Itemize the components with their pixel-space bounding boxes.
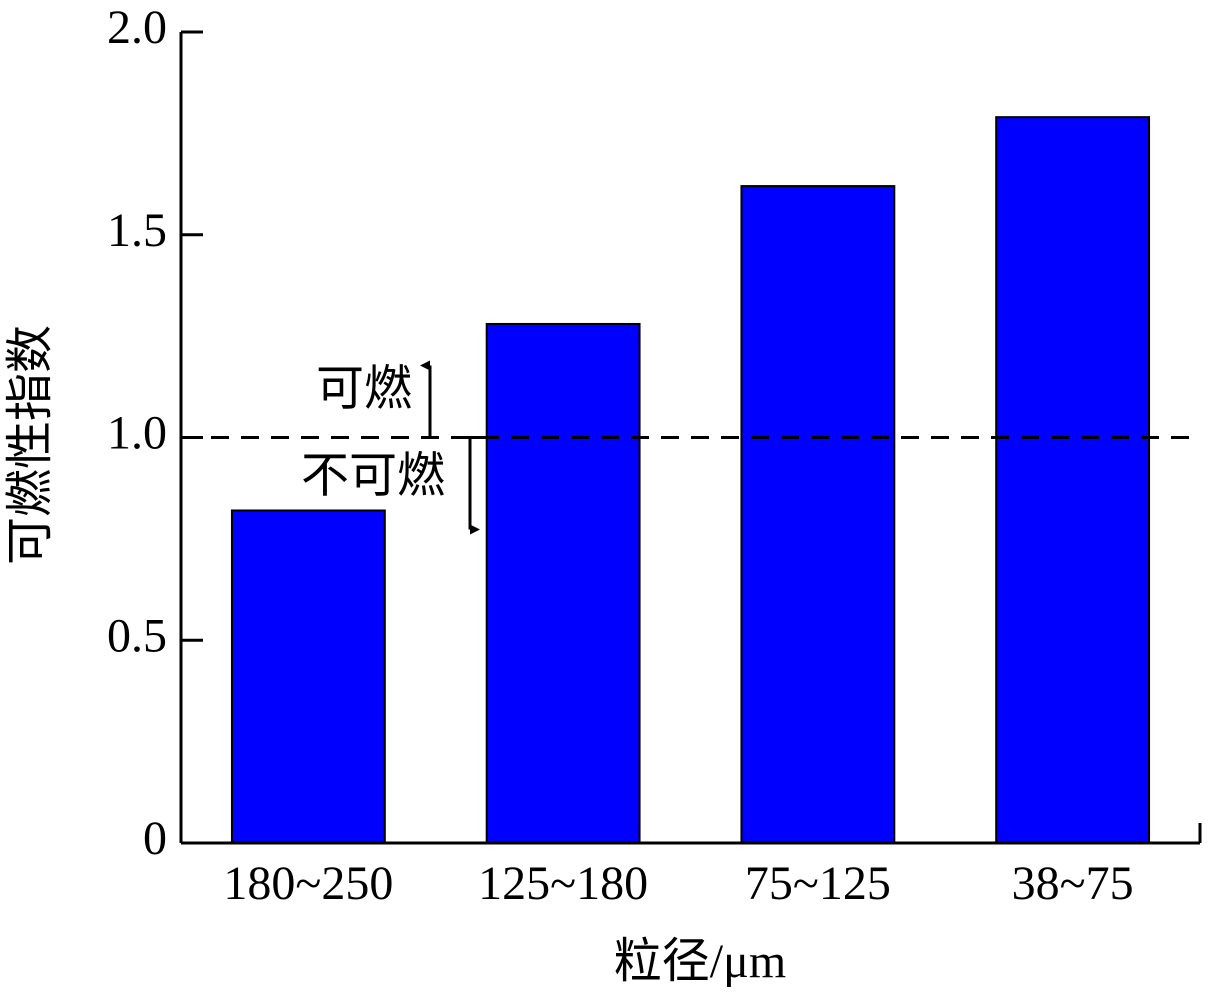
y-axis-label: 可燃性指数 xyxy=(4,325,57,565)
y-tick-label: 0 xyxy=(143,812,167,865)
bar xyxy=(230,509,386,844)
x-tick-label: 38~75 xyxy=(1012,857,1134,910)
bar xyxy=(485,322,641,844)
bar xyxy=(995,116,1151,844)
bar xyxy=(740,185,896,844)
y-tick-label: 1.5 xyxy=(107,204,167,257)
y-tick-label: 1.0 xyxy=(107,407,167,460)
annotation-above: 可燃 xyxy=(316,363,412,416)
arrow-down xyxy=(468,436,487,535)
x-tick-label: 75~125 xyxy=(745,857,891,910)
x-axis-label: 粒径/μm xyxy=(614,935,786,988)
x-tick-label: 125~180 xyxy=(478,857,648,910)
y-tick-label: 2.0 xyxy=(107,1,167,54)
x-tick-label: 180~250 xyxy=(223,857,393,910)
annotation-below: 不可燃 xyxy=(301,450,445,503)
y-tick-label: 0.5 xyxy=(107,609,167,662)
